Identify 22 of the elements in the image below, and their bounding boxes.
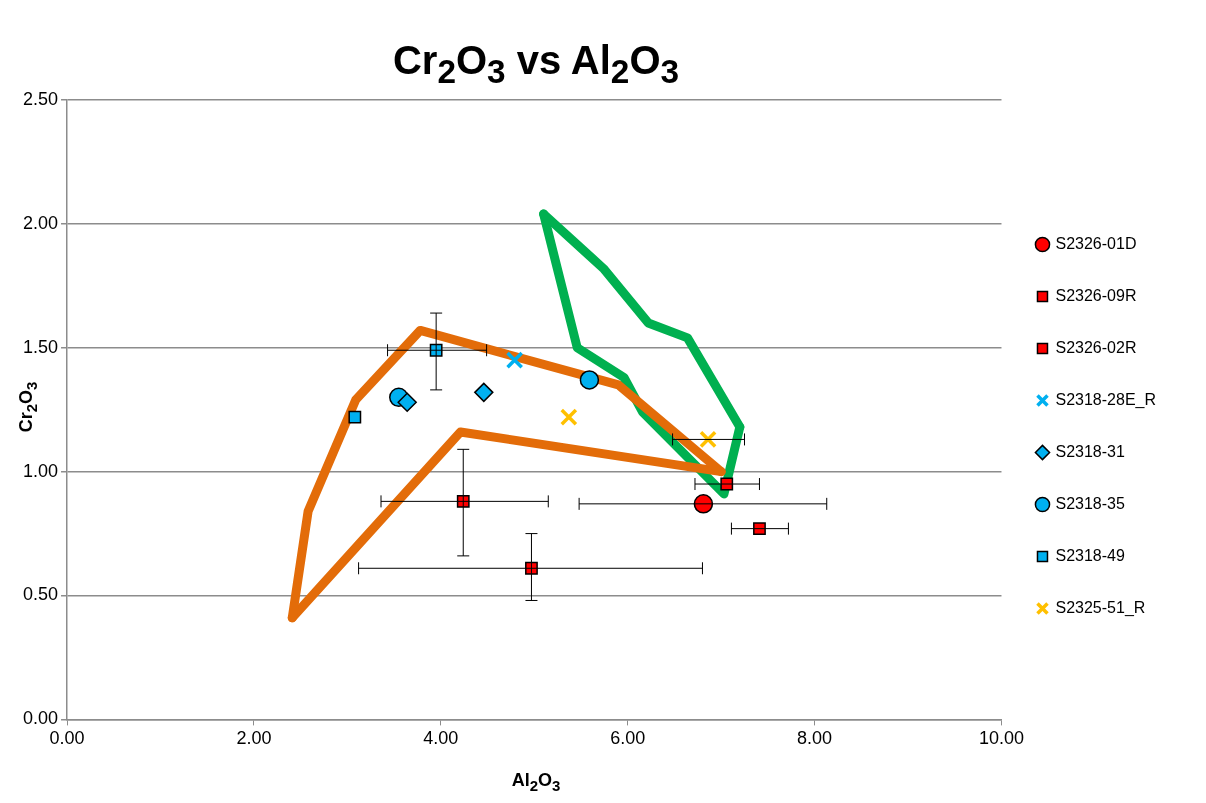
y-tick-label: 2.50 [22,88,59,109]
y-tick-label: 2.00 [22,212,59,233]
x-tick-label: 2.00 [236,728,272,749]
y-tick-label: 1.50 [22,336,59,357]
x-tick-label: 10.00 [978,728,1025,749]
x-tick-label: 4.00 [423,728,459,749]
legend-label: S2325-51_R [1055,598,1146,617]
legend-label: S2326-02R [1055,338,1137,356]
legend-label: S2318-28E_R [1055,390,1156,409]
legend-label: S2318-35 [1055,494,1125,512]
legend-label: S2326-01D [1055,234,1137,252]
y-tick-label: 0.00 [22,708,59,729]
legend-label: S2318-49 [1055,546,1125,564]
y-tick-label: 1.00 [22,460,59,481]
legend-label: S2326-09R [1055,286,1137,304]
legend-label: S2318-31 [1055,442,1125,460]
x-tick-label: 0.00 [49,728,85,749]
x-tick-label: 6.00 [610,728,646,749]
x-axis-title: Al$_{2}$O$_{3}$ [510,770,562,794]
x-tick-label: 8.00 [797,728,833,749]
y-tick-label: 0.50 [22,584,59,605]
chart-title: Cr$_{2}$O$_{3}$ vs Al$_{2}$O$_{3}$ [391,38,681,91]
